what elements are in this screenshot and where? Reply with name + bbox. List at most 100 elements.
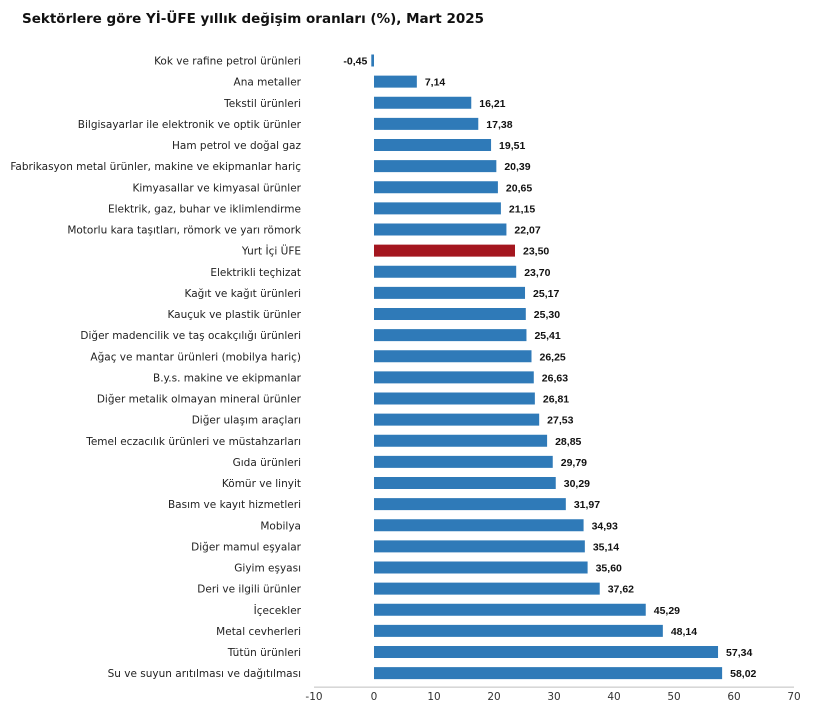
bar — [374, 350, 532, 363]
bar — [374, 477, 556, 489]
bar — [374, 223, 507, 236]
bar — [374, 434, 548, 447]
x-tick-label: 30 — [547, 691, 560, 703]
category-label: Tekstil ürünleri — [223, 98, 301, 110]
bar — [374, 75, 417, 88]
bar — [374, 603, 646, 616]
bar — [374, 181, 498, 194]
category-label: Kok ve rafine petrol ürünleri — [154, 56, 301, 68]
value-label: 20,65 — [506, 182, 532, 194]
value-label: 27,53 — [547, 415, 573, 427]
category-label: Ağaç ve mantar ürünleri (mobilya hariç) — [90, 351, 301, 363]
value-label: 34,93 — [592, 520, 618, 532]
value-label: 57,34 — [726, 647, 752, 659]
bar — [374, 202, 501, 215]
bar — [374, 582, 600, 595]
bar — [374, 667, 723, 680]
category-label: B.y.s. makine ve ekipmanlar — [153, 372, 302, 384]
bar — [374, 392, 535, 405]
x-tick-label: 10 — [427, 691, 440, 703]
category-label: Diğer metalik olmayan mineral ürünler — [97, 394, 302, 406]
x-tick-label: -10 — [305, 691, 322, 703]
value-label: 29,79 — [561, 457, 587, 469]
value-label: 26,25 — [540, 351, 566, 363]
category-label: Deri ve ilgili ürünler — [197, 584, 301, 596]
category-label: Kimyasallar ve kimyasal ürünler — [132, 182, 301, 194]
x-tick-label: 60 — [727, 691, 740, 703]
category-label: Giyim eşyası — [234, 563, 301, 575]
value-label: 25,17 — [533, 288, 559, 300]
category-label: Elektrik, gaz, buhar ve iklimlendirme — [108, 203, 301, 215]
bar — [374, 286, 526, 299]
value-label: 17,38 — [486, 119, 512, 131]
value-label: 26,81 — [543, 394, 569, 406]
category-label: Elektrikli teçhizat — [210, 267, 301, 279]
bar — [374, 519, 584, 532]
x-tick-label: 20 — [487, 691, 500, 703]
bar — [371, 54, 374, 67]
bar — [374, 540, 585, 553]
value-label: 25,41 — [534, 330, 560, 342]
bar — [374, 561, 588, 574]
value-label: 35,60 — [596, 563, 622, 575]
value-label: 21,15 — [509, 203, 535, 215]
x-tick-label: 40 — [607, 691, 620, 703]
value-label: 7,14 — [425, 77, 446, 89]
value-label: -0,45 — [343, 56, 367, 68]
bar — [374, 329, 527, 342]
value-label: 37,62 — [608, 584, 634, 596]
category-label: Ana metaller — [234, 77, 302, 89]
value-label: 28,85 — [555, 436, 581, 448]
x-tick-label: 0 — [371, 691, 378, 703]
category-label: Motorlu kara taşıtları, römork ve yarı r… — [67, 225, 302, 237]
value-label: 23,50 — [523, 246, 549, 258]
bar — [374, 117, 479, 130]
category-label: Metal cevherleri — [216, 626, 301, 638]
category-label: Yurt İçi ÜFE — [241, 245, 301, 258]
category-label: Kömür ve linyit — [222, 478, 301, 490]
category-label: Diğer madencilik ve taş ocakçılığı ürünl… — [80, 330, 301, 342]
category-label: Kauçuk ve plastik ürünler — [167, 309, 301, 321]
bar — [374, 646, 719, 658]
value-label: 26,63 — [542, 372, 568, 384]
category-label: Su ve suyun arıtılması ve dağıtılması — [108, 668, 301, 680]
value-label: 22,07 — [514, 225, 540, 237]
category-label: Ham petrol ve doğal gaz — [172, 140, 301, 152]
category-label: Basım ve kayıt hizmetleri — [168, 499, 301, 511]
x-tick-label: 70 — [787, 691, 800, 703]
x-tick-label: 50 — [667, 691, 680, 703]
value-label: 30,29 — [564, 478, 590, 490]
bar — [374, 139, 492, 151]
category-label: Temel eczacılık ürünleri ve müstahzarlar… — [85, 436, 301, 448]
category-label: Diğer mamul eşyalar — [191, 541, 302, 553]
category-label: İçecekler — [254, 604, 302, 617]
category-label: Fabrikasyon metal ürünler, makine ve eki… — [10, 161, 301, 173]
bar — [374, 96, 472, 109]
value-label: 19,51 — [499, 140, 525, 152]
category-label: Diğer ulaşım araçları — [192, 415, 301, 427]
category-label: Tütün ürünleri — [227, 647, 301, 659]
bar — [374, 624, 663, 637]
value-label: 23,70 — [524, 267, 550, 279]
value-label: 45,29 — [654, 605, 680, 617]
value-label: 25,30 — [534, 309, 560, 321]
bar — [374, 498, 566, 511]
value-label: 58,02 — [730, 668, 756, 680]
value-label: 16,21 — [479, 98, 505, 110]
category-label: Kağıt ve kağıt ürünleri — [185, 288, 301, 300]
bar-highlight — [374, 244, 515, 257]
bar — [374, 308, 526, 320]
category-label: Bilgisayarlar ile elektronik ve optik ür… — [78, 119, 302, 131]
bar — [374, 160, 497, 173]
value-label: 31,97 — [574, 499, 600, 511]
bar — [374, 371, 534, 384]
bar — [374, 265, 517, 278]
bar — [374, 413, 540, 426]
value-label: 20,39 — [504, 161, 530, 173]
chart-title: Sektörlere göre Yİ-ÜFE yıllık değişim or… — [22, 11, 485, 27]
category-label: Gıda ürünleri — [233, 457, 301, 469]
value-label: 48,14 — [671, 626, 697, 638]
value-label: 35,14 — [593, 541, 619, 553]
